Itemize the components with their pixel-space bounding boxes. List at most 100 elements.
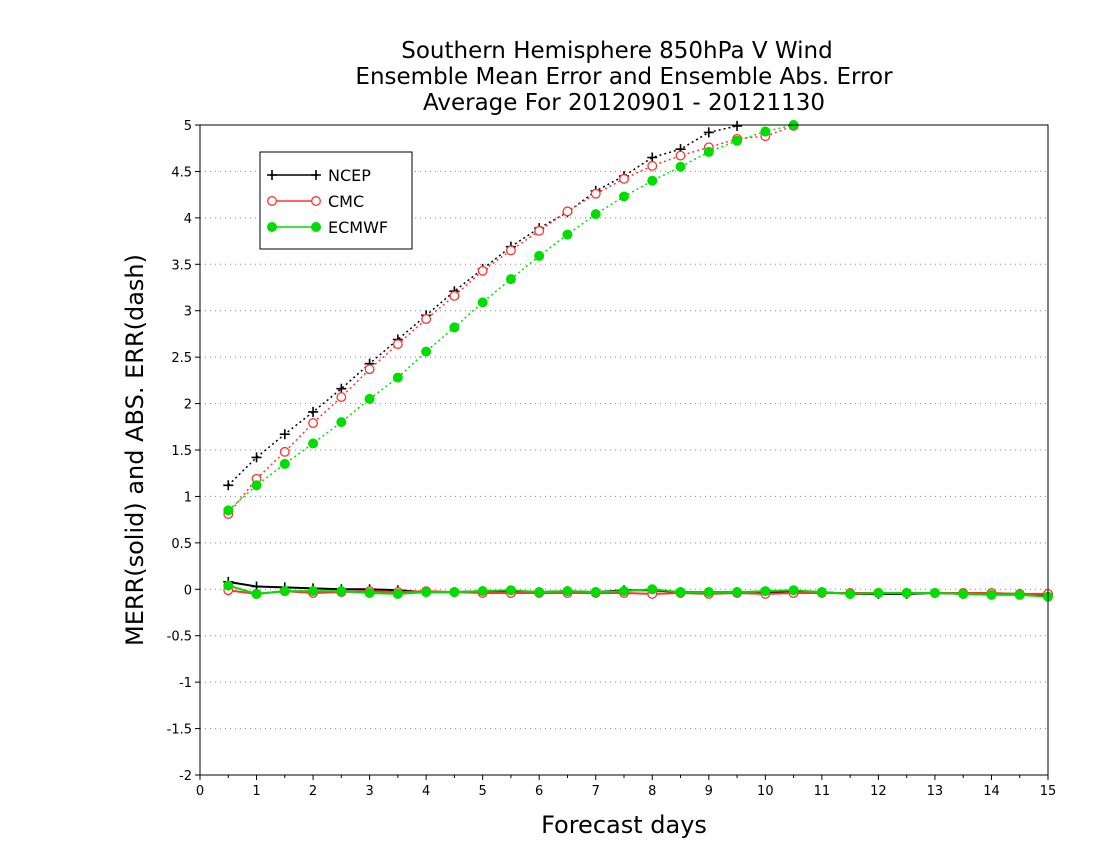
legend-marker-ecmwf (267, 222, 277, 232)
y-tick-label: 4.5 (171, 165, 192, 180)
axis-ticks: -2-1.5-1-0.500.511.522.533.544.550 1 2 3 4 5 6… (167, 119, 1057, 799)
legend-label-ncep: NCEP (328, 166, 371, 185)
point-abs-error-cmc (392, 339, 403, 350)
legend-label-cmc: CMC (328, 192, 364, 211)
point-mean-error-ecmwf (732, 587, 743, 598)
point-abs-error-ecmwf (279, 458, 290, 469)
point-abs-error-cmc (562, 206, 573, 217)
y-tick-label: 1.5 (171, 444, 192, 459)
y-tick-label: 0.5 (171, 537, 192, 552)
point-abs-error-ncep (647, 152, 658, 163)
point-mean-error-ecmwf (279, 586, 290, 597)
legend-label-ecmwf: ECMWF (328, 218, 388, 237)
y-tick-label: 0 (184, 583, 192, 598)
point-mean-error-ecmwf (421, 587, 432, 598)
point-abs-error-cmc (534, 225, 545, 236)
point-abs-error-cmc (364, 364, 375, 375)
point-abs-error-ecmwf (562, 229, 573, 240)
point-abs-error-cmc (675, 150, 686, 161)
y-tick-label: 4 (184, 212, 192, 227)
x-tick-label: 0 (196, 784, 204, 799)
x-tick-label: 12 (870, 784, 887, 799)
chart-title-line-1: Southern Hemisphere 850hPa V Wind (401, 38, 832, 64)
point-mean-error-ecmwf (1014, 589, 1025, 600)
point-abs-error-cmc (421, 314, 432, 325)
point-mean-error-ecmwf (308, 586, 319, 597)
line-mean-error-ecmwf (227, 584, 1049, 598)
y-tick-label: -1.5 (167, 723, 192, 738)
y-axis-label: MERR(solid) and ABS. ERR(dash) (121, 254, 149, 646)
point-abs-error-cmc (619, 173, 629, 184)
x-tick-label: 6 (535, 784, 543, 799)
point-mean-error-ecmwf (392, 588, 403, 599)
point-abs-error-ncep (703, 127, 714, 138)
y-tick-label: -2 (179, 769, 192, 784)
y-tick-label: 2.5 (171, 351, 192, 366)
point-abs-error-cmc (477, 265, 488, 276)
x-tick-label: 13 (927, 784, 944, 799)
x-tick-label: 2 (309, 784, 317, 799)
y-tick-label: 3.5 (171, 258, 192, 273)
point-abs-error-ecmwf (223, 505, 234, 516)
point-mean-error-ecmwf (590, 587, 601, 598)
point-abs-error-ecmwf (392, 372, 403, 383)
point-mean-error-ecmwf (223, 580, 234, 591)
point-mean-error-ecmwf (364, 588, 375, 598)
chart-title-line-2: Ensemble Mean Error and Ensemble Abs. Er… (355, 64, 893, 90)
series-ecmwf (223, 120, 1053, 602)
point-mean-error-ecmwf (703, 587, 714, 598)
point-abs-error-ecmwf (336, 417, 347, 428)
legend-item-ncep: NCEP (267, 166, 371, 185)
point-abs-error-ncep (336, 383, 347, 394)
legend-marker-ncep (267, 170, 277, 180)
y-tick-label: 5 (184, 119, 192, 134)
point-abs-error-cmc (279, 446, 290, 457)
grid (200, 170, 1048, 730)
point-abs-error-cmc (647, 160, 658, 171)
x-tick-label: 15 (1040, 784, 1057, 799)
legend-marker-ecmwf (311, 222, 321, 232)
point-abs-error-ncep (279, 429, 290, 440)
point-mean-error-ecmwf (251, 588, 262, 599)
point-mean-error-ecmwf (675, 587, 686, 598)
y-tick-label: -0.5 (167, 630, 192, 645)
point-abs-error-cmc (505, 245, 516, 256)
legend-marker-cmc (311, 196, 321, 206)
x-tick-label: 8 (648, 784, 656, 799)
point-abs-error-ecmwf (647, 175, 658, 186)
point-mean-error-ecmwf (929, 588, 940, 598)
y-tick-label: 3 (184, 305, 192, 320)
x-axis-label: Forecast days (541, 811, 707, 839)
legend-item-cmc: CMC (267, 192, 364, 211)
point-abs-error-ncep (732, 120, 743, 131)
point-mean-error-ecmwf (816, 587, 827, 598)
y-tick-label: -1 (179, 676, 192, 691)
x-tick-label: 7 (592, 784, 600, 799)
point-mean-error-ecmwf (986, 589, 997, 600)
x-tick-label: 3 (365, 784, 373, 799)
point-mean-error-ecmwf (901, 588, 912, 598)
x-tick-label: 10 (757, 784, 774, 799)
point-abs-error-ecmwf (505, 274, 516, 285)
point-abs-error-ecmwf (675, 161, 686, 172)
plot-series (223, 120, 1053, 602)
y-tick-label: 2 (184, 398, 192, 413)
point-abs-error-cmc (308, 418, 319, 429)
point-abs-error-ecmwf (251, 480, 262, 491)
x-tick-label: 4 (422, 784, 430, 799)
chart-title: Southern Hemisphere 850hPa V Wind Ensemb… (355, 38, 893, 116)
point-abs-error-ecmwf (364, 393, 375, 404)
point-abs-error-ecmwf (308, 438, 319, 449)
point-abs-error-cmc (590, 188, 601, 199)
legend: NCEP CMC ECMWF (259, 151, 413, 250)
point-abs-error-ecmwf (760, 126, 771, 137)
legend-item-ecmwf: ECMWF (267, 218, 388, 237)
point-abs-error-ecmwf (619, 191, 629, 202)
x-tick-label: 1 (252, 784, 260, 799)
point-abs-error-cmc (336, 392, 347, 403)
point-mean-error-ecmwf (845, 588, 856, 599)
point-mean-error-ecmwf (562, 586, 573, 597)
point-abs-error-ecmwf (449, 322, 460, 333)
